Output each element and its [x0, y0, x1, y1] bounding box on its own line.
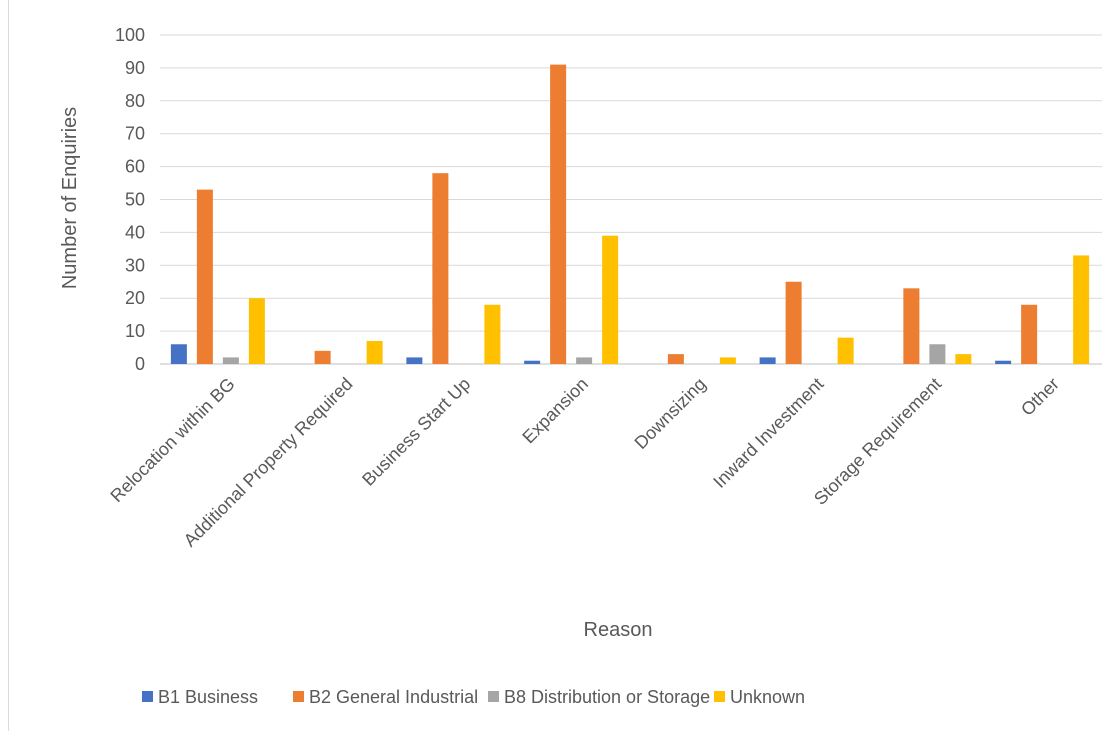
bars — [170, 64, 1090, 365]
bar — [196, 189, 213, 364]
bar — [1021, 304, 1038, 364]
legend: B1 Business B2 General Industrial B8 Distr… — [142, 687, 805, 707]
y-tick-label: 40 — [125, 222, 145, 242]
bar — [432, 173, 449, 364]
x-category-label: Business Start Up — [358, 374, 474, 490]
bar — [719, 357, 736, 364]
bar — [903, 288, 920, 364]
chart-frame: 0 10 20 30 40 50 60 70 80 90 100 Relocation within… — [8, 0, 1117, 731]
y-tick-label: 0 — [135, 354, 145, 374]
bar — [550, 64, 567, 365]
legend-label: B1 Business — [158, 687, 258, 707]
bar — [785, 281, 802, 364]
bar — [667, 354, 684, 364]
bar — [248, 298, 265, 364]
bar — [314, 350, 331, 364]
gridlines — [160, 34, 1102, 365]
legend-label: B2 General Industrial — [309, 687, 478, 707]
y-tick-label: 20 — [125, 288, 145, 308]
y-tick-label: 80 — [125, 91, 145, 111]
y-tick-label: 30 — [125, 255, 145, 275]
y-tick-label: 90 — [125, 58, 145, 78]
y-tick-label: 50 — [125, 190, 145, 210]
y-axis-tick-labels: 0 10 20 30 40 50 60 70 80 90 100 — [115, 25, 145, 374]
legend-swatch — [714, 691, 725, 702]
bar-chart: 0 10 20 30 40 50 60 70 80 90 100 Relocation within… — [59, 25, 1102, 707]
x-category-label: Storage Requirement — [810, 374, 945, 509]
y-tick-label: 70 — [125, 124, 145, 144]
bar — [837, 337, 854, 364]
y-tick-label: 60 — [125, 157, 145, 177]
bar — [406, 357, 423, 364]
legend-item: Unknown — [714, 687, 805, 707]
bar — [484, 304, 501, 364]
x-category-label: Other — [1017, 374, 1063, 420]
bar — [759, 357, 776, 364]
legend-swatch — [142, 691, 153, 702]
bar — [366, 340, 383, 364]
y-tick-label: 100 — [115, 25, 145, 45]
bar — [1073, 255, 1090, 364]
bar — [929, 344, 946, 364]
bar — [524, 360, 541, 364]
bar — [955, 354, 972, 364]
legend-swatch — [293, 691, 304, 702]
y-axis-title: Number of Enquiries — [59, 107, 81, 289]
x-axis-title: Reason — [584, 619, 653, 641]
bar — [170, 344, 187, 364]
bar — [222, 357, 239, 364]
legend-label: B8 Distribution or Storage — [504, 687, 710, 707]
bar — [576, 357, 593, 364]
x-category-label: Inward Investment — [709, 374, 827, 492]
bar — [995, 360, 1012, 364]
legend-swatch — [488, 691, 499, 702]
bar — [602, 235, 619, 364]
legend-item: B1 Business — [142, 687, 258, 707]
x-category-label: Relocation within BG — [106, 374, 238, 506]
legend-item: B2 General Industrial — [293, 687, 478, 707]
x-category-label: Expansion — [518, 374, 592, 448]
y-tick-label: 10 — [125, 321, 145, 341]
x-category-label: Downsizing — [631, 374, 710, 453]
legend-label: Unknown — [730, 687, 805, 707]
legend-item: B8 Distribution or Storage — [488, 687, 710, 707]
